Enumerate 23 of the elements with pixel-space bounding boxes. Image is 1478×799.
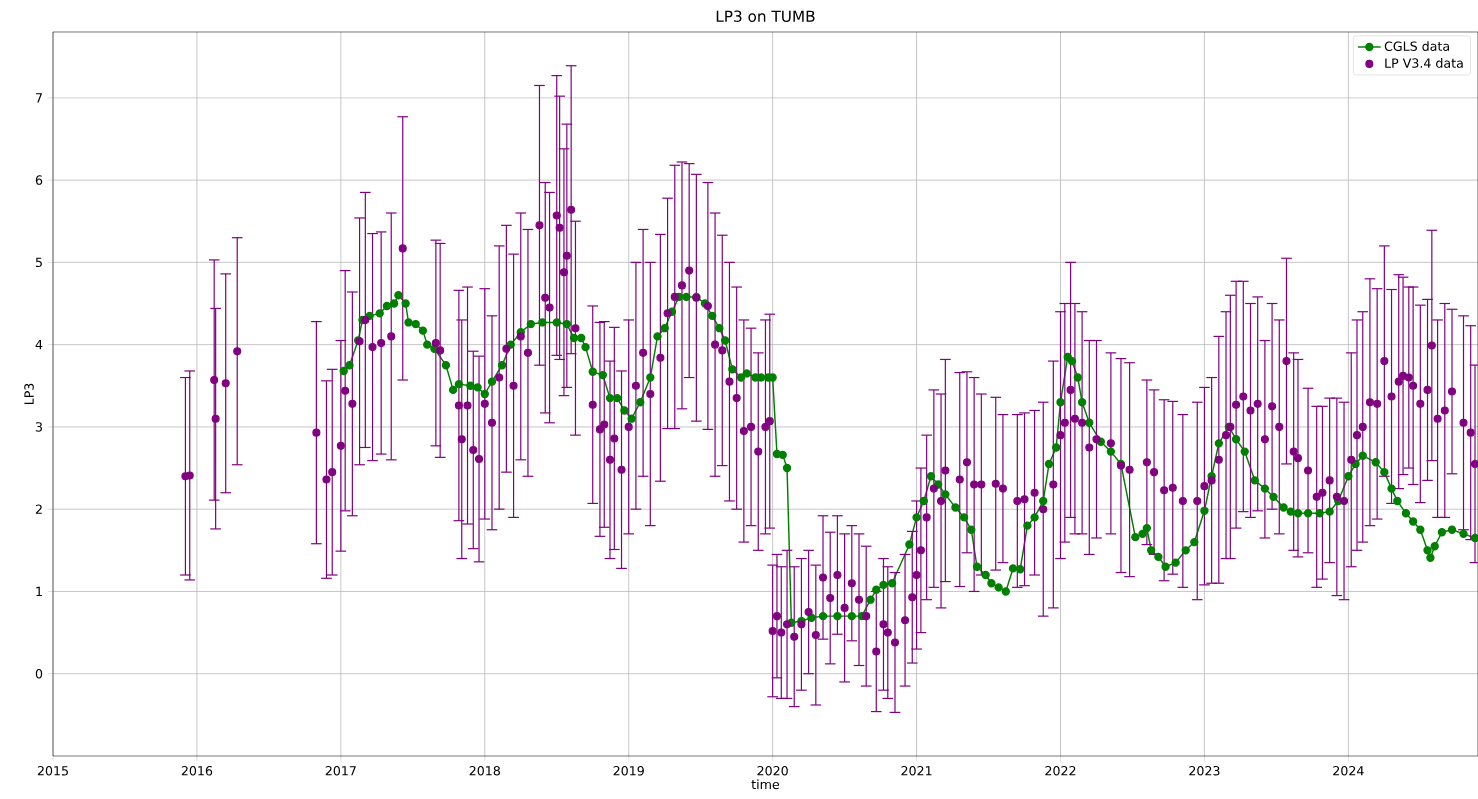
x-tick-label: 2024: [1333, 766, 1364, 776]
x-axis-title: time: [751, 779, 780, 790]
legend-label: CGLS data: [1384, 41, 1449, 51]
y-tick-label: 3: [35, 422, 42, 432]
y-tick-label: 1: [36, 586, 42, 597]
y-tick-label: 4: [35, 340, 43, 350]
x-tick-label: 2015: [37, 766, 68, 776]
legend-label: LP V3.4 data: [1385, 58, 1463, 68]
y-tick-label: 5: [35, 257, 42, 268]
y-axis-title: LP3: [24, 383, 34, 405]
x-tick-label: 2023: [1189, 766, 1220, 776]
y-tick-label: 6: [35, 175, 43, 185]
y-tick-label: 2: [35, 504, 42, 514]
x-tick-label: 2022: [1045, 766, 1076, 776]
chart-title: LP3 on TUMB: [716, 10, 815, 22]
x-tick-label: 2019: [613, 766, 644, 776]
x-tick-label: 2016: [181, 766, 213, 776]
x-tick-label: 2020: [757, 766, 788, 776]
y-tick-label: 0: [35, 668, 43, 679]
x-tick-label: 2021: [901, 766, 932, 776]
x-tick-label: 2018: [469, 766, 500, 776]
x-tick-label: 2017: [325, 766, 356, 776]
y-tick-label: 7: [36, 93, 42, 103]
